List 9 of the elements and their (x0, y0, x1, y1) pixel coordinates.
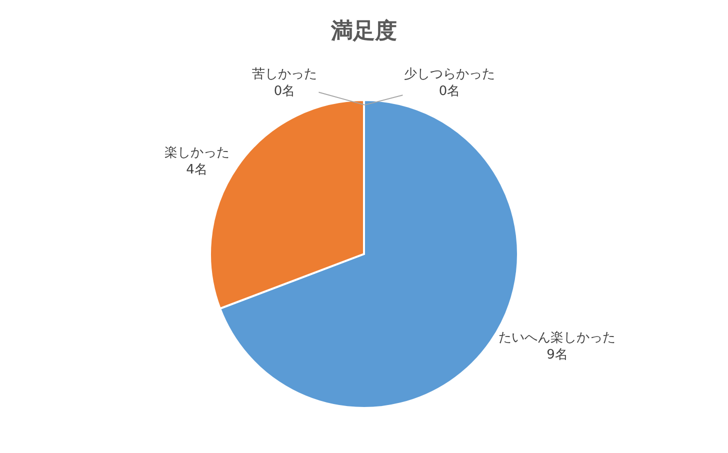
chart-title: 満足度 (330, 18, 397, 44)
data-label: 4名 (186, 162, 208, 178)
data-label: 9名 (546, 348, 568, 363)
text: 0名 (274, 84, 296, 99)
category-label: 少しつらかった (404, 67, 495, 82)
category-label: 苦しかった (252, 67, 317, 82)
text: 0名 (438, 84, 460, 99)
slice-label: 楽しかった (164, 145, 230, 160)
slice-label: たいへん楽しかった (498, 330, 616, 346)
